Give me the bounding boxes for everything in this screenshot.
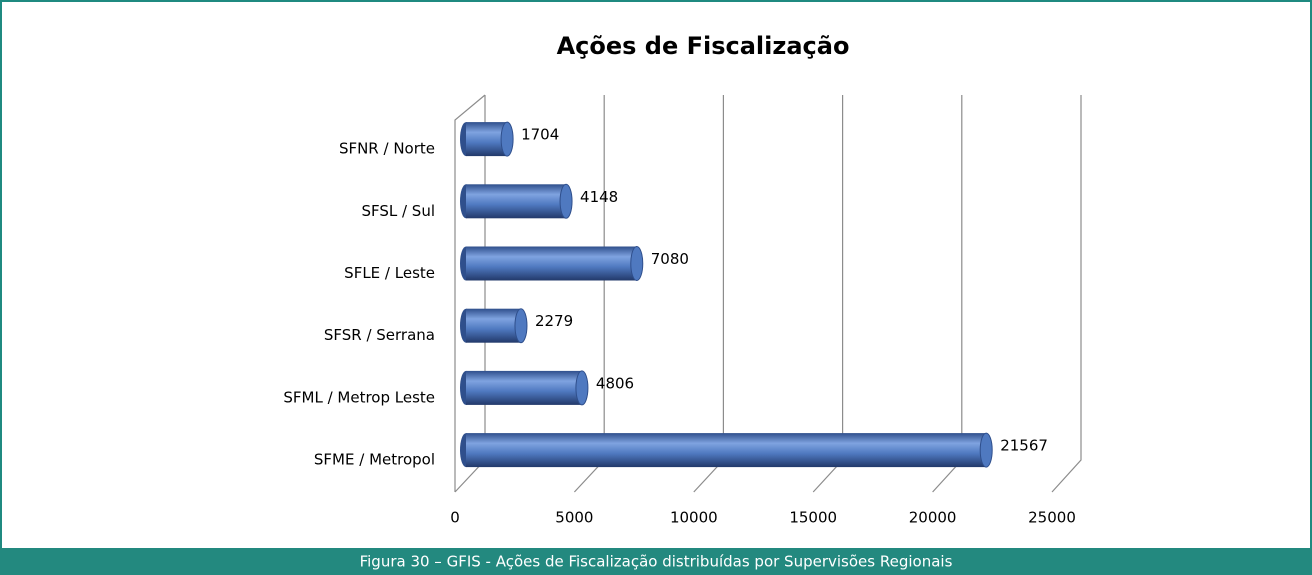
left-wall xyxy=(454,94,486,492)
x-tick-label: 10000 xyxy=(670,509,718,527)
bar-cap xyxy=(630,246,644,281)
y-tick-label: SFSR / Serrana xyxy=(324,326,435,344)
caption-band xyxy=(0,548,1312,575)
x-tick-label: 0 xyxy=(450,509,460,527)
bar-cap xyxy=(500,121,514,157)
bar xyxy=(466,308,521,343)
bar xyxy=(466,184,567,219)
chart-title: Ações de Fiscalização xyxy=(557,32,850,60)
value-label: 21567 xyxy=(1000,437,1048,455)
x-tick-label: 20000 xyxy=(909,509,957,527)
value-label: 7080 xyxy=(651,250,689,268)
y-tick-label: SFME / Metropol xyxy=(314,451,435,469)
bar xyxy=(466,246,637,281)
value-label: 1704 xyxy=(521,126,559,144)
bar-cap xyxy=(979,432,993,468)
grid-line xyxy=(1051,95,1082,493)
bar-cap xyxy=(514,308,528,344)
y-tick-label: SFNR / Norte xyxy=(339,140,435,158)
value-label: 4806 xyxy=(596,374,634,392)
bar-cap xyxy=(559,183,573,219)
y-tick-label: SFLE / Leste xyxy=(344,264,435,282)
bar xyxy=(466,433,987,468)
x-tick-label: 15000 xyxy=(789,509,837,527)
value-label: 2279 xyxy=(535,312,573,330)
caption: Figura 30 – GFIS - Ações de Fiscalização… xyxy=(360,553,953,571)
y-tick-label: SFML / Metrop Leste xyxy=(283,388,435,406)
y-tick-label: SFSL / Sul xyxy=(361,202,435,220)
bar xyxy=(466,370,582,405)
value-label: 4148 xyxy=(580,188,618,206)
bar-cap xyxy=(575,370,589,406)
x-tick-label: 25000 xyxy=(1028,509,1076,527)
x-tick-label: 5000 xyxy=(555,509,593,527)
bar xyxy=(466,122,508,157)
